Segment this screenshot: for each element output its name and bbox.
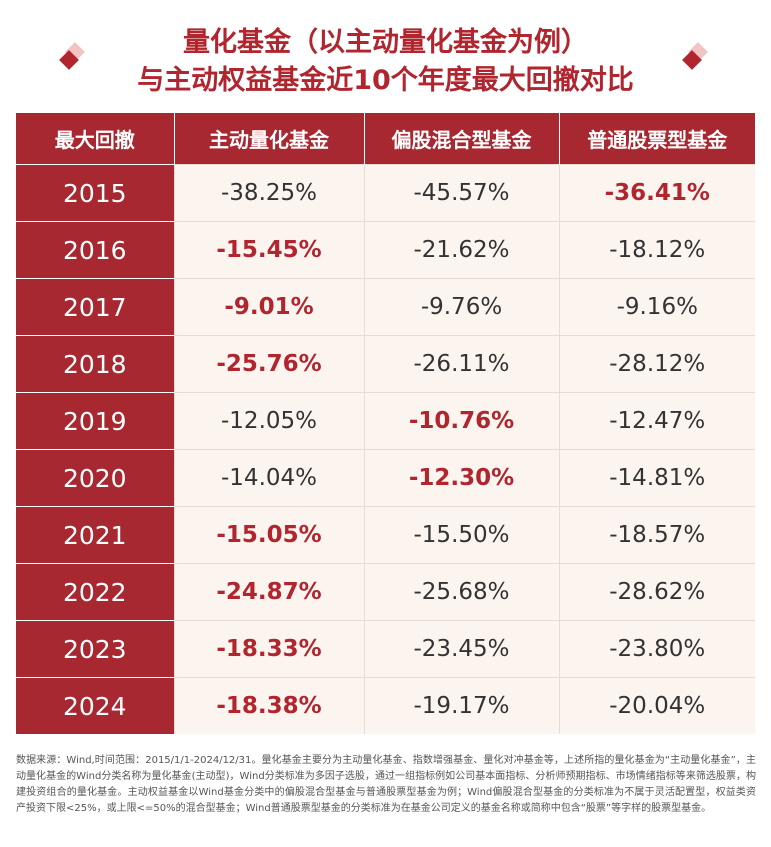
value-cell: -9.01% bbox=[173, 278, 364, 336]
value-cell: -14.04% bbox=[173, 449, 364, 507]
value-cell: -18.12% bbox=[558, 221, 755, 279]
table-row: 2023 -18.33% -23.45% -23.80% bbox=[16, 620, 755, 678]
year-cell: 2018 bbox=[16, 335, 174, 393]
value-cell: -45.57% bbox=[363, 164, 559, 222]
value-cell: -12.05% bbox=[173, 392, 364, 450]
value-cell: -23.45% bbox=[363, 620, 559, 678]
value-cell: -12.30% bbox=[363, 449, 559, 507]
value-cell: -9.76% bbox=[363, 278, 559, 336]
year-cell: 2019 bbox=[16, 392, 174, 450]
header-equity-fund: 普通股票型基金 bbox=[559, 113, 755, 165]
table-row: 2019 -12.05% -10.76% -12.47% bbox=[16, 392, 755, 450]
header-mixed-equity-fund: 偏股混合型基金 bbox=[364, 113, 560, 165]
value-cell: -20.04% bbox=[558, 677, 755, 734]
value-cell: -18.38% bbox=[173, 677, 364, 734]
value-cell: -28.62% bbox=[558, 563, 755, 621]
value-cell: -15.50% bbox=[363, 506, 559, 564]
table-row: 2016 -15.45% -21.62% -18.12% bbox=[16, 221, 755, 279]
value-cell: -15.45% bbox=[173, 221, 364, 279]
value-cell: -19.17% bbox=[363, 677, 559, 734]
value-cell: -24.87% bbox=[173, 563, 364, 621]
value-cell: -18.33% bbox=[173, 620, 364, 678]
drawdown-table: 最大回撤 主动量化基金 偏股混合型基金 普通股票型基金 2015 -38.25% -… bbox=[16, 113, 755, 734]
value-cell: -28.12% bbox=[558, 335, 755, 393]
value-cell: -36.41% bbox=[558, 164, 755, 222]
year-cell: 2021 bbox=[16, 506, 174, 564]
year-cell: 2022 bbox=[16, 563, 174, 621]
page-title: 量化基金（以主动量化基金为例） 与主动权益基金近10个年度最大回撤对比 bbox=[0, 24, 771, 100]
value-cell: -12.47% bbox=[558, 392, 755, 450]
year-cell: 2020 bbox=[16, 449, 174, 507]
year-cell: 2024 bbox=[16, 677, 174, 734]
table-row: 2017 -9.01% -9.76% -9.16% bbox=[16, 278, 755, 336]
title-line-1: 量化基金（以主动量化基金为例） bbox=[183, 27, 588, 58]
table-row: 2022 -24.87% -25.68% -28.62% bbox=[16, 563, 755, 621]
value-cell: -14.81% bbox=[558, 449, 755, 507]
year-cell: 2017 bbox=[16, 278, 174, 336]
table-header-row: 最大回撤 主动量化基金 偏股混合型基金 普通股票型基金 bbox=[16, 113, 755, 165]
year-cell: 2016 bbox=[16, 221, 174, 279]
table-row: 2020 -14.04% -12.30% -14.81% bbox=[16, 449, 755, 507]
value-cell: -15.05% bbox=[173, 506, 364, 564]
value-cell: -21.62% bbox=[363, 221, 559, 279]
table-row: 2015 -38.25% -45.57% -36.41% bbox=[16, 164, 755, 222]
value-cell: -23.80% bbox=[558, 620, 755, 678]
value-cell: -25.68% bbox=[363, 563, 559, 621]
table-row: 2018 -25.76% -26.11% -28.12% bbox=[16, 335, 755, 393]
value-cell: -9.16% bbox=[558, 278, 755, 336]
value-cell: -10.76% bbox=[363, 392, 559, 450]
value-cell: -38.25% bbox=[173, 164, 364, 222]
value-cell: -26.11% bbox=[363, 335, 559, 393]
value-cell: -18.57% bbox=[558, 506, 755, 564]
value-cell: -25.76% bbox=[173, 335, 364, 393]
table-row: 2024 -18.38% -19.17% -20.04% bbox=[16, 677, 755, 734]
table-row: 2021 -15.05% -15.50% -18.57% bbox=[16, 506, 755, 564]
title-line-2: 与主动权益基金近10个年度最大回撤对比 bbox=[137, 65, 634, 96]
year-cell: 2023 bbox=[16, 620, 174, 678]
header-max-drawdown: 最大回撤 bbox=[16, 113, 175, 165]
header-active-quant-fund: 主动量化基金 bbox=[174, 113, 365, 165]
year-cell: 2015 bbox=[16, 164, 174, 222]
footnote: 数据来源：Wind,时间范围：2015/1/1-2024/12/31。量化基金主… bbox=[16, 755, 756, 814]
